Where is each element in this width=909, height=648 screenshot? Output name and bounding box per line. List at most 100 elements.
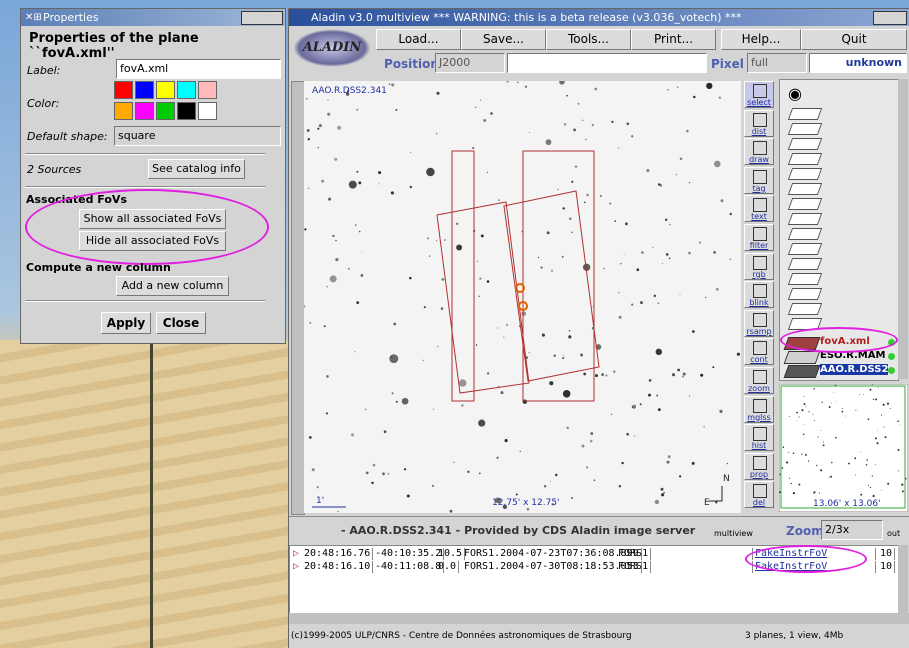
close-button[interactable]: Close [156,312,206,334]
frame-select[interactable]: J2000 [435,53,505,73]
pixel-value: unknown [809,53,907,73]
multiview-label[interactable]: multiview [714,529,753,538]
star [703,426,704,427]
preview-star [783,446,785,448]
star [568,335,571,338]
menu-button[interactable]: Print... [631,29,716,50]
star [450,510,453,513]
preview-star [885,436,887,438]
star [497,327,498,328]
zoom-out[interactable]: out [887,529,900,538]
color-swatch[interactable] [156,81,175,99]
star [321,180,324,183]
preview-star [793,492,795,494]
star [689,395,690,396]
tool-button[interactable]: text [744,195,774,222]
star [594,479,596,481]
star [619,316,622,319]
zoom-select[interactable]: 2/3x [821,520,883,540]
tool-button[interactable]: rgb [744,253,774,280]
color-swatch[interactable] [114,102,133,120]
star [433,409,434,410]
star [656,349,662,355]
preview-star [796,420,797,421]
tool-label: rsamp [745,327,773,336]
table-scrollbar[interactable] [898,545,908,613]
color-swatch[interactable] [114,81,133,99]
color-swatch[interactable] [156,102,175,120]
window-title: Aladin v3.0 multiview *** WARNING: this … [311,11,742,24]
preview-star [789,478,790,479]
star [581,444,584,447]
star [600,195,602,197]
empty-plane [788,273,822,285]
menu-button[interactable]: Help... [721,29,801,50]
empty-plane [788,138,822,150]
plane-scrollbar[interactable] [898,79,908,379]
tool-button[interactable]: mglss [744,396,774,423]
star [498,199,500,201]
tool-button[interactable]: filter [744,224,774,251]
preview-star [806,406,807,407]
menu-button[interactable]: Quit [801,29,907,50]
position-input[interactable] [507,53,707,73]
shape-select[interactable]: square [114,126,281,146]
star [378,171,381,174]
tool-button[interactable]: prop [744,453,774,480]
star [609,203,611,205]
add-column-button[interactable]: Add a new column [116,276,229,296]
vertical-scrollbar[interactable] [291,81,305,515]
tool-button[interactable]: zoom [744,367,774,394]
preview-star [901,484,903,486]
preview-star [813,414,814,415]
tool-button[interactable]: del [744,481,774,508]
star [521,311,526,316]
preview-star [798,484,800,486]
star [573,128,576,131]
tool-button[interactable]: tag [744,167,774,194]
table-cell: -40:10:35.2 [375,548,444,560]
apply-button[interactable]: Apply [101,312,151,334]
image-label: AAO.R.DSS2.341 [312,86,387,96]
star [461,404,464,407]
star [627,123,630,126]
menu-button[interactable]: Tools... [546,29,631,50]
window-controls[interactable] [241,11,283,25]
tool-button[interactable]: cont [744,338,774,365]
star [547,231,550,234]
color-swatch[interactable] [198,102,217,120]
horizontal-scrollbar[interactable] [289,613,909,624]
star [611,121,613,123]
label-input[interactable]: fovA.xml [116,59,281,79]
window-controls[interactable] [873,11,907,25]
tool-button[interactable]: hist [744,424,774,451]
menu-button[interactable]: Save... [461,29,546,50]
star [527,508,530,511]
tool-button[interactable]: select [744,81,774,108]
preview-star [898,449,900,451]
color-swatch[interactable] [177,102,196,120]
plane-name[interactable]: AAO.R.DSS2. [820,364,888,375]
plane-icon [784,351,821,364]
star [356,301,359,304]
catalog-info-button[interactable]: See catalog info [148,159,245,179]
color-swatch[interactable] [135,81,154,99]
star [393,323,396,326]
star [355,224,356,225]
tool-button[interactable]: blink [744,281,774,308]
tool-button[interactable]: draw [744,138,774,165]
star [365,409,367,411]
menu-button[interactable]: Load... [376,29,461,50]
preview-star [823,444,825,446]
star [683,373,686,376]
tool-button[interactable]: rsamp [744,310,774,337]
tool-label: mglss [745,413,773,422]
color-swatch[interactable] [177,81,196,99]
color-swatch[interactable] [198,81,217,99]
color-swatch[interactable] [135,102,154,120]
star [328,198,331,201]
star [477,261,478,262]
tool-button[interactable]: dist [744,110,774,137]
pixel-mode[interactable]: full [747,53,807,73]
